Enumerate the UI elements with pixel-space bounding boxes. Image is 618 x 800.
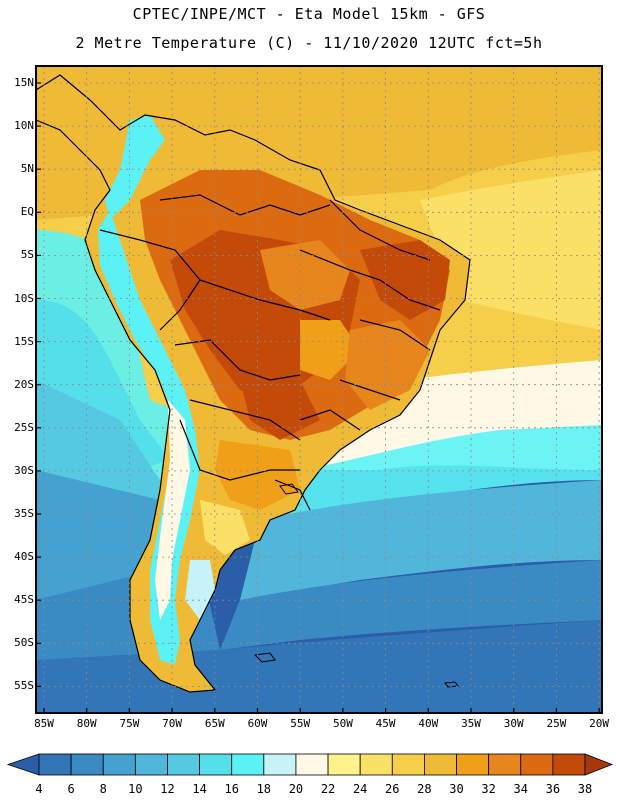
latitude-label: 40S bbox=[14, 550, 34, 564]
longitude-label: 80W bbox=[76, 717, 97, 730]
latitude-label: 20S bbox=[14, 377, 34, 391]
colorbar-label: 24 bbox=[352, 782, 368, 796]
colorbar-label: 14 bbox=[192, 782, 207, 796]
colorbar-swatch bbox=[520, 753, 554, 776]
colorbar-swatch bbox=[167, 753, 200, 776]
colorbar-label: 20 bbox=[288, 782, 304, 796]
colorbar-swatch bbox=[424, 753, 457, 776]
colorbar-swatch bbox=[327, 753, 361, 776]
latitude-label: 25S bbox=[14, 420, 34, 434]
colorbar-label: 36 bbox=[545, 782, 561, 796]
latitude-label: 30S bbox=[14, 463, 34, 477]
colorbar-label: 6 bbox=[67, 782, 75, 796]
colorbar bbox=[6, 753, 614, 776]
longitude-label: 20W bbox=[589, 717, 610, 730]
colorbar-arrow-low bbox=[6, 753, 40, 776]
colorbar-swatch bbox=[295, 753, 329, 776]
colorbar-swatch bbox=[38, 753, 72, 776]
colorbar-label: 18 bbox=[256, 782, 272, 796]
latitude-label: EQ bbox=[20, 205, 34, 219]
colorbar-arrow-high bbox=[584, 753, 614, 776]
colorbar-label: 4 bbox=[35, 782, 43, 796]
colorbar-label: 12 bbox=[160, 782, 175, 796]
latitude-label: 5N bbox=[20, 162, 34, 176]
colorbar-swatch bbox=[134, 753, 168, 776]
colorbar-swatch bbox=[488, 753, 522, 776]
map-title-line1: CPTEC/INPE/MCT - Eta Model 15km - GFS bbox=[132, 5, 486, 23]
longitude-label: 30W bbox=[503, 717, 524, 730]
colorbar-swatch bbox=[263, 753, 297, 776]
colorbar-label: 10 bbox=[128, 782, 143, 796]
latitude-label: 10S bbox=[14, 291, 34, 305]
latitude-label: 15S bbox=[14, 334, 34, 348]
colorbar-swatch bbox=[231, 753, 265, 776]
lat-lon-grid bbox=[36, 66, 602, 713]
latitude-label: 5S bbox=[20, 248, 34, 262]
colorbar-label: 28 bbox=[417, 782, 432, 796]
colorbar-swatch bbox=[391, 753, 425, 776]
map-frame bbox=[35, 65, 603, 714]
temperature-field bbox=[36, 66, 602, 713]
longitude-label: 45W bbox=[375, 717, 396, 730]
longitude-label: 40W bbox=[418, 717, 439, 730]
longitude-label: 65W bbox=[204, 717, 225, 730]
colorbar-swatch bbox=[199, 753, 233, 776]
longitude-label: 35W bbox=[461, 717, 481, 730]
colorbar-label: 16 bbox=[224, 782, 239, 796]
longitude-label: 55W bbox=[290, 717, 311, 730]
colorbar-swatch bbox=[359, 753, 393, 776]
colorbar-label: 32 bbox=[481, 782, 496, 796]
longitude-label: 60W bbox=[247, 717, 268, 730]
longitude-label: 75W bbox=[119, 717, 140, 730]
colorbar-swatch bbox=[552, 753, 586, 776]
latitude-label: 15N bbox=[14, 76, 34, 89]
colorbar-swatch bbox=[456, 753, 490, 776]
latitude-label: 55S bbox=[14, 679, 34, 693]
longitude-label: 50W bbox=[332, 717, 353, 730]
longitude-label: 70W bbox=[162, 717, 183, 730]
map-title-line2: 2 Metre Temperature (C) - 11/10/2020 12U… bbox=[75, 34, 543, 52]
colorbar-label: 34 bbox=[513, 782, 528, 796]
colorbar-label: 30 bbox=[449, 782, 464, 796]
axis-ticks bbox=[36, 82, 600, 713]
colorbar-swatch bbox=[70, 753, 104, 776]
colorbar-label: 22 bbox=[320, 782, 336, 796]
longitude-label: 85W bbox=[34, 717, 54, 730]
latitude-label: 35S bbox=[14, 507, 34, 520]
latitude-label: 45S bbox=[14, 593, 34, 607]
longitude-label: 25W bbox=[546, 717, 567, 730]
colorbar-label: 38 bbox=[577, 782, 593, 796]
colorbar-swatch bbox=[102, 753, 136, 776]
latitude-label: 10N bbox=[14, 119, 34, 133]
country-borders bbox=[36, 74, 471, 693]
latitude-label: 50S bbox=[14, 636, 34, 650]
colorbar-label: 26 bbox=[385, 782, 400, 796]
colorbar-label: 8 bbox=[99, 782, 107, 796]
